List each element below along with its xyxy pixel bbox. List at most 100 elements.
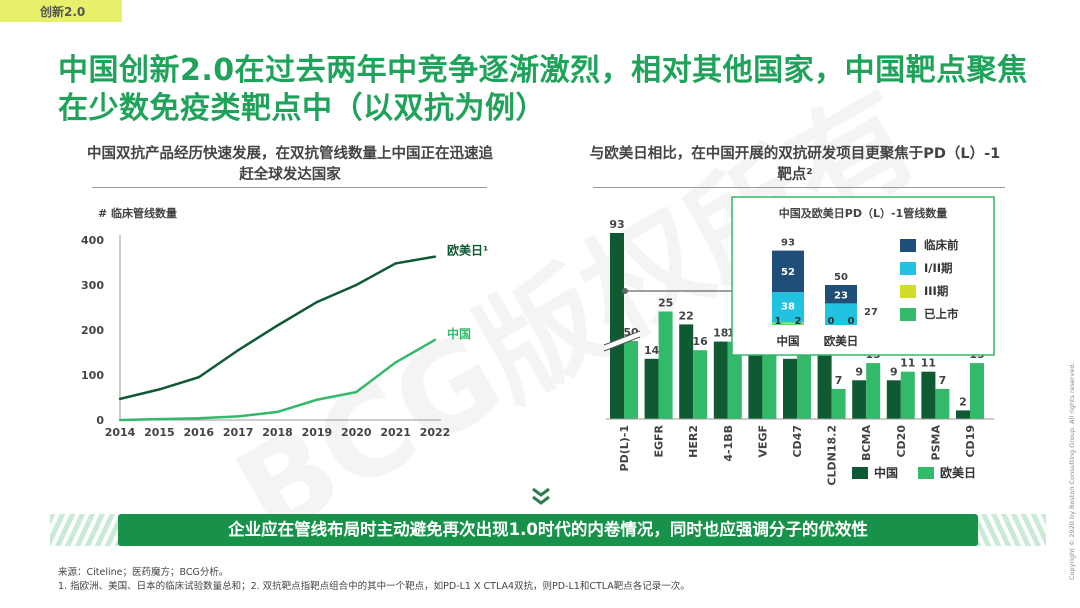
series-label-1: 中国 [447,326,471,341]
inset-legend-swatch-0 [900,239,916,252]
series-point [355,390,358,394]
y-axis-label: # 临床管线数量 [98,206,177,220]
inset-legend-label-0: 临床前 [924,238,959,252]
axis-break-line [603,330,641,346]
inset-title: 中国及欧美日PD（L）-1管线数量 [779,206,947,220]
inset-segment-label: 0 [828,316,835,327]
bar-VEGF-中国 [748,354,763,419]
bar-EGFR-中国 [644,358,659,419]
bar-CD19-欧美日 [970,363,984,419]
banner-stripes-right [976,514,1046,546]
bar-value-label: 22 [679,309,694,322]
bar-value-label: 11 [921,357,936,370]
inset-legend-label-3: 已上市 [924,307,959,321]
inset-legend-label-2: III期 [924,284,948,298]
series-label-0: 欧美日¹ [447,243,488,258]
bar-value-label: 7 [835,374,843,387]
category-label: CD20 [895,425,908,458]
bar-value-label: 16 [693,335,709,348]
left-subtitle: 中国双抗产品经历快速发展，在双抗管线数量上中国正在迅速追赶全球发达国家 [87,146,493,183]
bar-PSMA-欧美日 [935,388,950,419]
left-divider [92,187,487,188]
legend-label-1: 欧美日 [940,465,976,480]
category-label: BCMA [860,425,873,461]
series-point [197,417,200,420]
bar-HER2-中国 [679,324,694,419]
x-tick-label: 2014 [105,426,136,439]
bar-BCMA-中国 [852,380,867,419]
legend-label-0: 中国 [874,465,898,480]
inset-category-label: 欧美日 [824,334,859,348]
inset-category-label: 中国 [777,334,800,348]
page-title: 中国创新2.0在过去两年中竞争逐渐激烈，相对其他国家，中国靶点聚焦在少数免疫类靶… [58,53,1028,126]
category-label: CD47 [791,425,804,458]
bar-value-label: 7 [939,374,947,387]
legend-swatch-1 [918,467,934,479]
bar-value-label: 11 [900,357,915,370]
banner-stripes-left [50,514,120,546]
series-line-0 [119,255,436,401]
y-tick-label: 0 [96,414,104,427]
series-point [315,300,319,304]
inset-segment-label: 38 [781,302,795,313]
category-label: CD19 [964,425,977,458]
x-tick-label: 2022 [420,426,451,439]
inset-bar-欧美日-临床前 [825,285,857,304]
bar-PSMA-中国 [921,371,936,419]
y-tick-label: 300 [81,279,104,292]
bar-CD20-欧美日 [900,371,915,419]
series-point [236,415,240,418]
bar-4-1BB-欧美日 [727,341,742,419]
category-label: PD(L)-1 [618,425,631,471]
x-tick-label: 2017 [223,426,254,439]
series-point [118,418,122,422]
y-tick-label: 200 [81,324,104,337]
inset-bar-中国-已上市 [772,324,804,325]
x-tick-label: 2018 [262,426,293,439]
series-point [394,361,397,364]
bar-BCMA-欧美日 [866,363,881,419]
copyright: Copyright © 2020 by Boston Consulting Gr… [1068,362,1076,580]
bar-value-label: 93 [609,218,624,231]
y-tick-label: 100 [81,369,104,382]
bar-PD(L)-1-中国 [610,233,624,419]
bar-CLDN18.2-中国 [817,337,832,419]
section-tag: 创新2.0 [0,0,122,22]
inset-bar-中国-I/II期 [772,292,804,323]
series-point [315,398,319,401]
inset-total: 50 [834,272,848,283]
inset-frame [731,196,995,356]
inset-legend-swatch-3 [900,308,916,321]
inset-bar-中国-临床前 [772,250,804,293]
x-tick-label: 2015 [144,426,175,439]
series-point [355,283,358,287]
bar-4-1BB-中国 [713,341,728,419]
axis-break-mark [604,331,640,351]
bar-value-label: 25 [658,297,673,310]
right-divider [593,187,1005,188]
right-subtitle: 与欧美日相比，在中国开展的双抗研发项目更聚焦于PD（L）-1靶点² [589,146,1001,183]
bar-value-label: 9 [890,365,898,378]
bar-CD47-欧美日 [797,354,811,419]
bar-value-label: 18 [713,327,728,340]
bar-value-label: 9 [855,365,863,378]
bar-CD19-中国 [956,410,970,419]
bar-VEGF-欧美日 [762,354,777,419]
category-label: CLDN18.2 [826,425,839,486]
bar-PD(L)-1-欧美日 [624,341,638,419]
inset-segment-label: 27 [864,307,878,318]
inset-bar-中国-III期 [772,322,804,325]
x-tick-label: 2020 [341,426,372,439]
y-tick-label: 400 [81,234,104,247]
x-tick-label: 2021 [380,426,411,439]
inset-legend-label-1: I/II期 [924,261,953,275]
series-point [433,255,437,258]
definition-note: 1. 指欧洲、美国、日本的临床试验数量总和；2. 双抗靶点指靶点组合中的其中一个… [58,581,690,592]
conclusion-banner: 企业应在管线布局时主动避免再次出现1.0时代的内卷情况，同时也应强调分子的优效性 [118,514,978,546]
inset-total: 93 [781,238,795,249]
source-note: 来源：Citeline；医药魔方；BCG分析。 [58,567,229,578]
category-label: HER2 [687,425,700,458]
inset-segment-label: 52 [781,267,795,278]
series-point [433,338,437,342]
series-point [236,349,240,352]
